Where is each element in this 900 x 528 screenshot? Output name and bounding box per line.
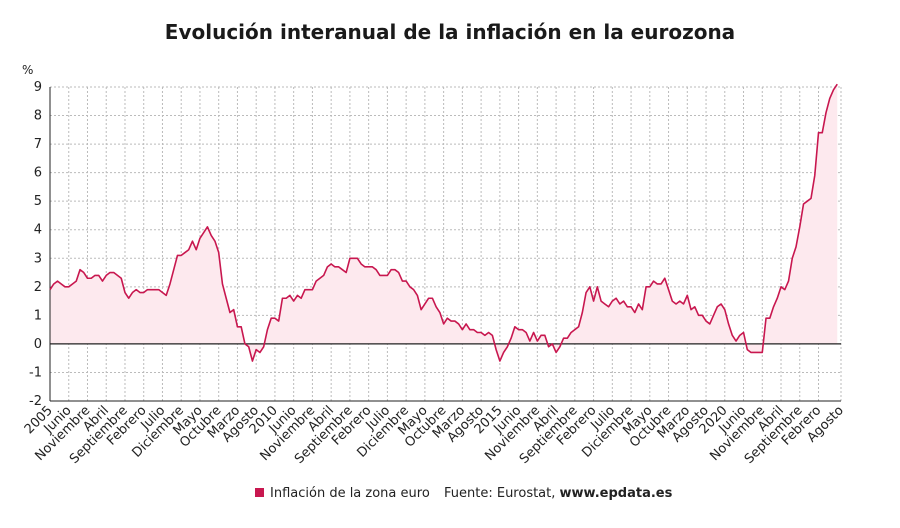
series-area: [50, 84, 838, 362]
source-note: Fuente: Eurostat, www.epdata.es: [444, 486, 672, 501]
series-line-layer: [49, 83, 838, 362]
y-tick-label: 1: [34, 308, 42, 323]
y-axis-unit-label: %: [22, 63, 34, 77]
source-link[interactable]: www.epdata.es: [559, 486, 673, 501]
y-tick-label: -1: [29, 365, 42, 380]
y-tick-label: 3: [34, 251, 42, 266]
y-tick-label: 7: [34, 137, 42, 152]
y-tick-label: 5: [34, 194, 42, 209]
y-tick-label: 0: [34, 337, 42, 352]
series-line: [49, 83, 838, 362]
source-prefix: Fuente: Eurostat,: [444, 486, 560, 501]
legend: Inflación de la zona euro: [255, 486, 430, 501]
axes: [49, 87, 841, 402]
y-tick-label: 6: [34, 166, 42, 181]
chart-title: Evolución interanual de la inflación en …: [164, 20, 736, 44]
y-tick-label: 9: [34, 80, 42, 95]
area-layer: [50, 84, 838, 362]
legend-label: Inflación de la zona euro: [270, 486, 430, 501]
y-tick-label: 2: [34, 280, 42, 295]
legend-swatch: [255, 488, 264, 497]
y-tick-label: 4: [34, 223, 42, 238]
y-tick-label: -2: [29, 394, 42, 409]
y-tick-label: 8: [34, 109, 42, 124]
y-tick-labels: -2 -1 0 1 2 3 4 5 6 7 8 9: [29, 80, 42, 409]
grid-lines: [50, 86, 842, 401]
x-tick-labels: 2005JunioNoviembreAbrilSeptiembreFebrero…: [22, 403, 847, 467]
